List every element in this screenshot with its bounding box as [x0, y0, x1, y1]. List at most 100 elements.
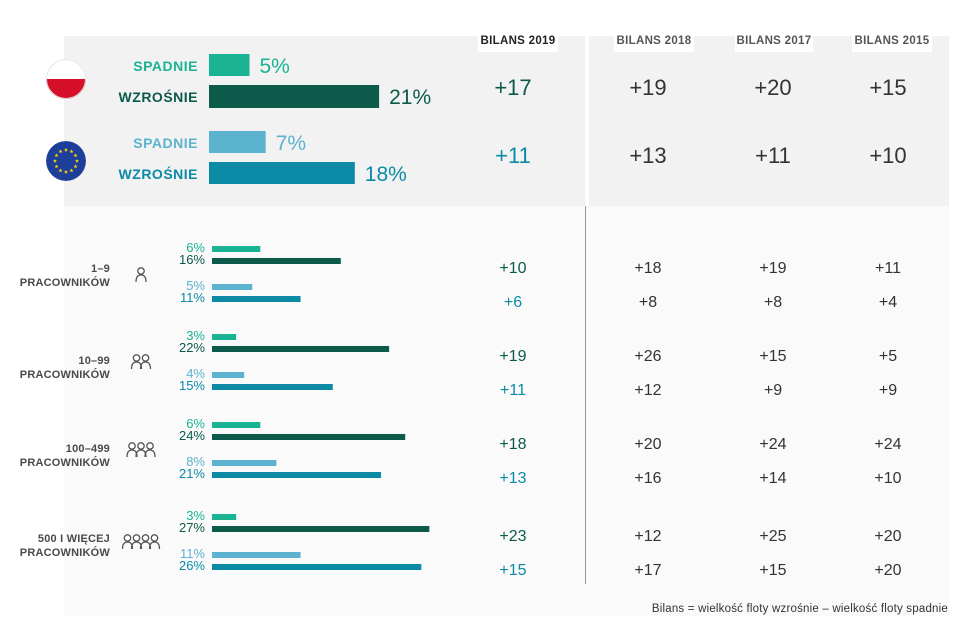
- group-label-500-plus: 500 I WIĘCEJ PRACOWNIKÓW: [19, 533, 110, 559]
- group-bar: [212, 564, 422, 570]
- top-bar: [209, 54, 250, 76]
- column-header-2019: BILANS 2019: [478, 30, 558, 52]
- group-balance-value: +16: [634, 470, 661, 487]
- top-row-label: WZROŚNIE: [119, 165, 198, 182]
- group-balance-value: +20: [874, 528, 901, 545]
- group-balance-value: +24: [759, 436, 786, 453]
- group-bar-value: 22%: [179, 340, 205, 355]
- group-bar-value: 5%: [186, 278, 205, 293]
- top-bar: [209, 85, 380, 108]
- top-row-label: SPADNIE: [133, 135, 198, 151]
- group-balance-value: +5: [879, 348, 897, 365]
- group-bar-value: 8%: [186, 454, 205, 469]
- group-bar: [212, 334, 237, 340]
- eu-star-icon: [58, 168, 63, 173]
- eu-star-icon: [69, 149, 74, 154]
- top-balance-value: +17: [494, 75, 531, 100]
- person-icon: [137, 267, 145, 275]
- poland-flag-icon: [46, 59, 86, 99]
- group-balance-value: +8: [764, 294, 782, 311]
- group-balance-value: +20: [634, 436, 661, 453]
- person-icon: [139, 361, 152, 370]
- group-balance-value: +15: [759, 562, 786, 579]
- group-balance-value: +15: [499, 562, 526, 579]
- group-balance-value: +19: [759, 260, 786, 277]
- column-header-2018: BILANS 2018: [614, 30, 694, 52]
- person-icon: [150, 534, 159, 542]
- top-row-label: SPADNIE: [133, 58, 198, 74]
- person-icon: [148, 541, 161, 550]
- group-bar-value: 6%: [186, 416, 205, 431]
- eu-star-icon: [64, 169, 68, 174]
- group-bar: [212, 372, 245, 378]
- group-bar: [212, 422, 261, 428]
- group-bar-value: 3%: [186, 508, 205, 523]
- column-divider-bottom: [585, 206, 586, 584]
- group-balance-value: +4: [879, 294, 897, 311]
- group-balance-value: +25: [759, 528, 786, 545]
- eu-star-icon: [64, 147, 68, 152]
- top-row-label: WZROŚNIE: [119, 88, 198, 105]
- eu-star-icon: [53, 158, 57, 163]
- top-balance-value: +20: [754, 75, 791, 100]
- top-bar-value: 21%: [389, 86, 431, 109]
- column-header-2015: BILANS 2015: [852, 30, 932, 52]
- top-balance-value: +10: [869, 143, 906, 168]
- group-bar: [212, 246, 261, 252]
- group-bar: [212, 296, 301, 302]
- group-bar-value: 4%: [186, 366, 205, 381]
- group-bar: [212, 526, 430, 532]
- group-label-100-499: 100–499 PRACOWNIKÓW: [19, 443, 110, 469]
- top-bar: [209, 162, 355, 184]
- eu-star-icon: [73, 153, 78, 158]
- group-balance-value: +17: [634, 562, 661, 579]
- group-bar-value: 15%: [179, 378, 205, 393]
- person-icon: [141, 354, 150, 362]
- person-icon: [132, 534, 141, 542]
- group-balance-value: +23: [499, 528, 526, 545]
- top-balance-value: +13: [629, 143, 666, 168]
- eu-star-icon: [54, 153, 59, 158]
- person-icon: [132, 354, 141, 362]
- column-header-2017: BILANS 2017: [735, 30, 813, 52]
- group-balance-value: +26: [634, 348, 661, 365]
- top-balance-value: +11: [755, 143, 791, 168]
- top-bar-value: 7%: [276, 132, 306, 155]
- group-balance-value: +9: [879, 382, 897, 399]
- group-balance-value: +6: [504, 294, 522, 311]
- group-bar: [212, 284, 253, 290]
- group-bar-value: 6%: [186, 240, 205, 255]
- top-bar-value: 18%: [365, 163, 407, 186]
- person-icon: [135, 274, 147, 283]
- top-bar: [209, 131, 266, 153]
- eu-star-icon: [54, 164, 59, 169]
- group-bar-value: 16%: [179, 252, 205, 267]
- person-icon: [144, 449, 156, 458]
- group-bar-value: 3%: [186, 328, 205, 343]
- person-icon: [128, 442, 136, 450]
- person-icon: [137, 442, 145, 450]
- group-balance-value: +18: [499, 436, 526, 453]
- group-balance-value: +14: [759, 470, 786, 487]
- eu-flag-icon: [46, 141, 86, 181]
- eu-star-icon: [73, 164, 78, 169]
- group-balance-value: +10: [874, 470, 901, 487]
- bottom-panel-background: [64, 206, 949, 616]
- person-icon: [141, 534, 150, 542]
- group-bar: [212, 346, 390, 352]
- top-bar-value: 5%: [260, 55, 290, 78]
- eu-star-icon: [58, 149, 63, 154]
- group-bar: [212, 258, 341, 264]
- top-balance-value: +19: [629, 75, 666, 100]
- group-balance-value: +11: [875, 260, 901, 277]
- group-balance-value: +15: [759, 348, 786, 365]
- person-icon: [123, 534, 132, 542]
- group-bar-value: 26%: [179, 558, 205, 573]
- group-balance-value: +13: [499, 470, 526, 487]
- group-balance-value: +11: [500, 382, 526, 399]
- group-bar-value: 24%: [179, 428, 205, 443]
- eu-star-icon: [75, 158, 79, 163]
- group-balance-value: +8: [639, 294, 657, 311]
- group-balance-value: +12: [634, 382, 661, 399]
